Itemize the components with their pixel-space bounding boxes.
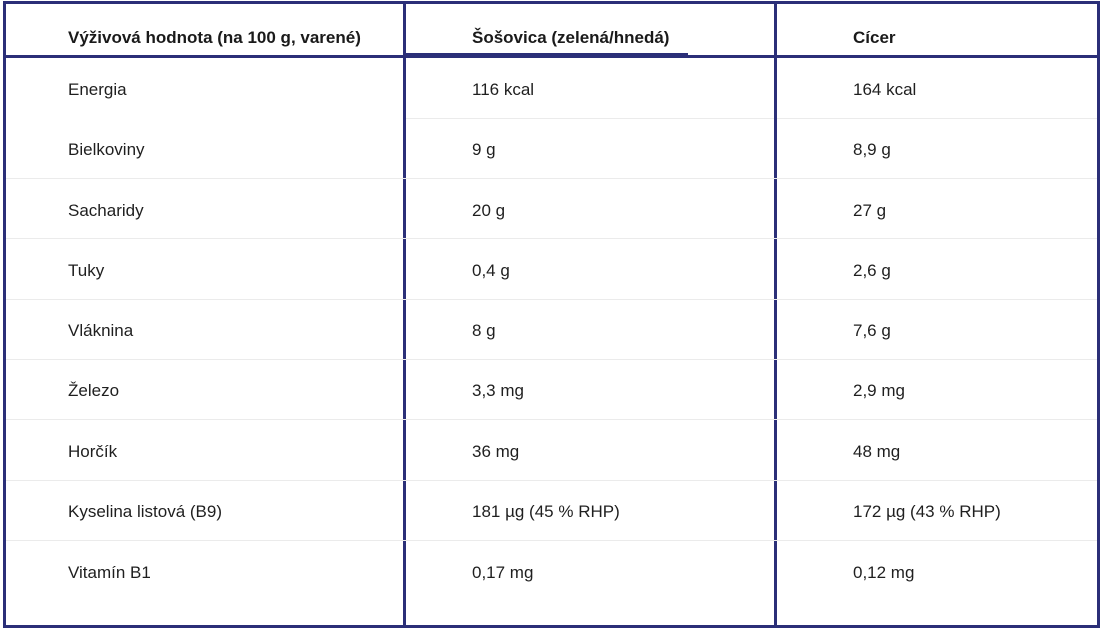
row-separator	[6, 419, 1097, 420]
nutrition-table: Výživová hodnota (na 100 g, varené) Šošo…	[3, 1, 1100, 628]
table-cell-chickpeas: 172 µg (43 % RHP)	[853, 502, 1001, 521]
table-cell-chickpeas: 0,12 mg	[853, 563, 915, 582]
row-separator	[6, 359, 1097, 360]
table-row-label: Sacharidy	[68, 201, 144, 220]
column-divider	[774, 4, 777, 625]
column-divider	[403, 4, 406, 625]
table-cell-lentils: 9 g	[472, 140, 496, 159]
table-row-label: Vitamín B1	[68, 563, 151, 582]
table-cell-chickpeas: 2,6 g	[853, 261, 891, 280]
row-separator	[6, 540, 1097, 541]
table-row-label: Energia	[68, 80, 127, 99]
table-row-label: Bielkoviny	[68, 140, 145, 159]
header-nutrition-value: Výživová hodnota (na 100 g, varené)	[68, 28, 361, 47]
table-cell-lentils: 181 µg (45 % RHP)	[472, 502, 620, 521]
header-underline	[406, 53, 688, 55]
table-cell-lentils: 0,4 g	[472, 261, 510, 280]
table-cell-lentils: 0,17 mg	[472, 563, 534, 582]
table-cell-lentils: 3,3 mg	[472, 381, 524, 400]
table-cell-chickpeas: 2,9 mg	[853, 381, 905, 400]
row-separator	[777, 118, 1097, 119]
table-cell-lentils: 36 mg	[472, 442, 520, 461]
table-cell-lentils: 8 g	[472, 321, 496, 340]
table-cell-chickpeas: 27 g	[853, 201, 887, 220]
table-cell-chickpeas: 7,6 g	[853, 321, 891, 340]
header-chickpeas: Cícer	[853, 28, 896, 47]
header-lentils: Šošovica (zelená/hnedá)	[472, 28, 670, 47]
table-row-label: Horčík	[68, 442, 118, 461]
row-separator	[406, 118, 774, 119]
table-row-label: Vláknina	[68, 321, 134, 340]
row-separator	[6, 480, 1097, 481]
table-row-label: Tuky	[68, 261, 105, 280]
header-border	[6, 55, 1097, 58]
table-cell-chickpeas: 8,9 g	[853, 140, 891, 159]
table-cell-chickpeas: 48 mg	[853, 442, 901, 461]
row-separator	[6, 178, 1097, 179]
table-cell-lentils: 116 kcal	[472, 80, 535, 99]
table-row-label: Kyselina listová (B9)	[68, 502, 223, 521]
table-row-label: Železo	[68, 381, 120, 400]
row-separator	[6, 238, 1097, 239]
row-separator	[6, 299, 1097, 300]
table-cell-lentils: 20 g	[472, 201, 506, 220]
table-cell-chickpeas: 164 kcal	[853, 80, 917, 99]
